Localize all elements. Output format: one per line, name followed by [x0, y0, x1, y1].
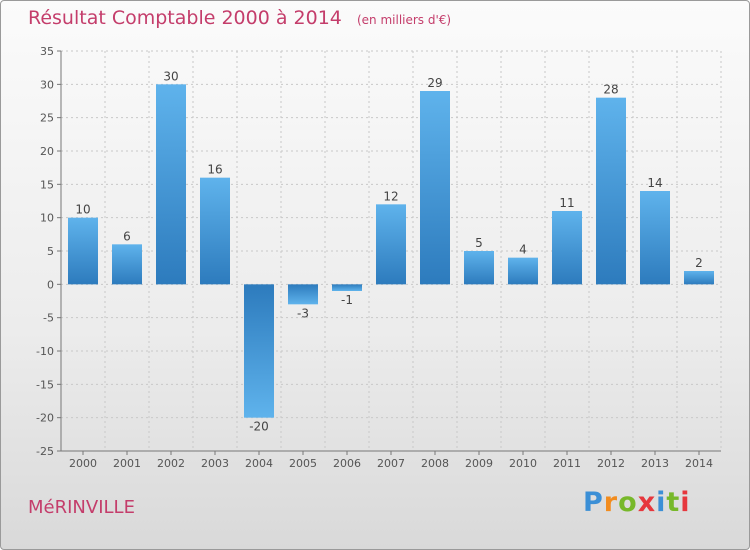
- x-tick-label: 2009: [465, 457, 493, 470]
- proxiti-logo[interactable]: Proxiti: [583, 487, 691, 518]
- x-tick-label: 2006: [333, 457, 361, 470]
- data-label-2007: 12: [383, 189, 398, 203]
- chart-title: Résultat Comptable 2000 à 2014 (en milli…: [28, 7, 451, 29]
- logo-letter: t: [666, 487, 681, 518]
- x-tick-label: 2013: [641, 457, 669, 470]
- y-tick-label: -5: [43, 312, 54, 325]
- y-tick-label: 20: [40, 145, 54, 158]
- bar-2001[interactable]: [112, 244, 142, 285]
- x-tick-label: 2007: [377, 457, 405, 470]
- x-tick-label: 2004: [245, 457, 273, 470]
- x-tick-label: 2014: [685, 457, 713, 470]
- data-label-2004: -20: [249, 420, 269, 434]
- bar-2003[interactable]: [200, 177, 230, 285]
- data-label-2003: 16: [207, 163, 222, 177]
- x-tick-label: 2008: [421, 457, 449, 470]
- bar-2011[interactable]: [552, 211, 582, 285]
- bars: [68, 84, 714, 418]
- bar-2007[interactable]: [376, 204, 406, 285]
- x-tick-label: 2003: [201, 457, 229, 470]
- logo-letter: x: [637, 487, 657, 518]
- y-tick-label: -10: [36, 345, 54, 358]
- y-tick-label: 15: [40, 178, 54, 191]
- bar-2013[interactable]: [640, 191, 670, 285]
- x-tick-label: 2010: [509, 457, 537, 470]
- data-label-2009: 5: [475, 236, 483, 250]
- data-label-2001: 6: [123, 229, 131, 243]
- bar-2006[interactable]: [332, 284, 362, 291]
- data-label-2013: 14: [647, 176, 662, 190]
- y-tick-label: -20: [36, 412, 54, 425]
- chart-unit-note: (en milliers d'€): [356, 13, 452, 27]
- data-label-2000: 10: [75, 203, 90, 217]
- bar-2010[interactable]: [508, 257, 538, 285]
- y-tick-label: -15: [36, 378, 54, 391]
- bar-2009[interactable]: [464, 251, 494, 285]
- data-label-2011: 11: [559, 196, 574, 210]
- bar-2002[interactable]: [156, 84, 186, 285]
- x-tick-label: 2005: [289, 457, 317, 470]
- y-tick-label: 5: [47, 245, 54, 258]
- x-tick-label: 2002: [157, 457, 185, 470]
- y-tick-label: -25: [36, 445, 54, 458]
- data-label-2006: -1: [341, 293, 353, 307]
- bar-2000[interactable]: [68, 217, 98, 285]
- logo-letter: r: [603, 487, 619, 518]
- y-tick-label: 25: [40, 112, 54, 125]
- chart-title-text: Résultat Comptable 2000 à 2014: [28, 7, 342, 29]
- y-tick-label: 10: [40, 212, 54, 225]
- data-label-2005: -3: [297, 306, 309, 320]
- bar-2012[interactable]: [596, 97, 626, 285]
- bar-2014[interactable]: [684, 271, 714, 285]
- y-tick-label: 35: [40, 45, 54, 58]
- y-tick-label: 30: [40, 78, 54, 91]
- data-label-2014: 2: [695, 256, 703, 270]
- data-label-2008: 29: [427, 76, 442, 90]
- y-tick-label: 0: [47, 278, 54, 291]
- logo-letter: o: [618, 487, 638, 518]
- data-labels: 10 6 30 16 -20 -3 -1 12 29 5 4 11 28 14 2: [75, 69, 702, 433]
- x-tick-label: 2000: [69, 457, 97, 470]
- x-tick-label: 2001: [113, 457, 141, 470]
- data-label-2012: 28: [603, 83, 618, 97]
- town-name: MéRINVILLE: [28, 497, 135, 518]
- data-label-2010: 4: [519, 243, 527, 257]
- bar-2005[interactable]: [288, 284, 318, 305]
- bar-2008[interactable]: [420, 91, 450, 285]
- x-tick-label: 2011: [553, 457, 581, 470]
- bar-2004[interactable]: [244, 284, 274, 418]
- data-label-2002: 30: [163, 69, 178, 83]
- logo-letter: P: [583, 487, 604, 518]
- logo-letter: i: [656, 487, 667, 518]
- x-tick-label: 2012: [597, 457, 625, 470]
- logo-letter: i: [680, 487, 691, 518]
